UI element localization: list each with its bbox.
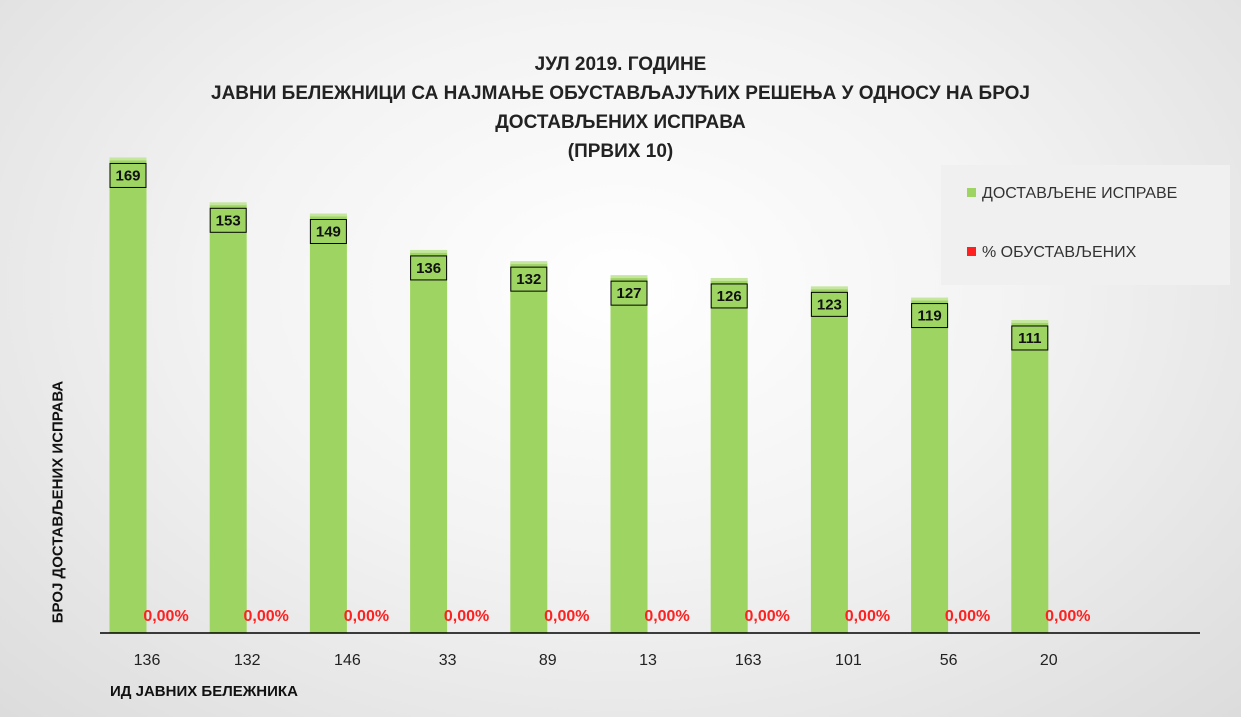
data-label: 126 [717,288,742,305]
bar [610,277,648,633]
bar [1011,321,1049,633]
legend-swatch-suspended [967,247,976,256]
x-tick-label: 89 [539,652,557,669]
bar [410,251,448,634]
chart-legend: ДОСТАВЉЕНЕ ИСПРАВЕ % ОБУСТАВЉЕНИХ [941,165,1230,285]
bar [209,204,247,633]
bar-top [610,275,648,279]
data-label: 132 [516,271,541,288]
bar [510,263,548,633]
data-label-box [911,303,949,329]
x-tick-label: 132 [234,652,261,669]
bar [810,288,848,633]
data-label-box [109,162,147,188]
x-tick-label: 20 [1040,652,1058,669]
bar-top [109,157,147,161]
bar-top [1011,319,1049,323]
chart-title: ЈУЛ 2019. ГОДИНЕ ЈАВНИ БЕЛЕЖНИЦИ СА НАЈМ… [0,50,1241,166]
chart-title-line-4: (ПРВИХ 10) [567,141,674,162]
bar-top [309,213,347,217]
legend-item-suspended: % ОБУСТАВЉЕНИХ [967,244,1136,262]
chart-title-line-3: ДОСТАВЉЕНИХ ИСПРАВА [495,112,746,133]
bar-top [209,202,247,206]
data-label-box [410,255,448,281]
chart-title-line-1: ЈУЛ 2019. ГОДИНЕ [534,54,707,75]
data-label-box [810,291,848,317]
percent-label: 0,00% [444,608,489,625]
data-label-box [209,207,247,233]
x-tick-label: 101 [835,652,862,669]
data-label: 119 [917,308,941,325]
x-tick-label: 163 [735,652,762,669]
percent-label: 0,00% [244,608,289,625]
bar [309,215,347,633]
percent-label: 0,00% [143,608,188,625]
bar-top [810,286,848,290]
legend-label-suspended: % ОБУСТАВЉЕНИХ [982,244,1137,261]
data-label-box [710,283,748,309]
percent-label: 0,00% [344,608,389,625]
percent-label: 0,00% [745,608,790,625]
x-tick-label: 146 [334,652,361,669]
percent-label: 0,00% [1045,608,1090,625]
bar-top [510,261,548,265]
x-tick-label: 13 [639,652,657,669]
data-label: 149 [316,224,341,241]
data-label: 111 [1018,330,1041,347]
legend-swatch-delivered [967,188,976,197]
x-tick-label: 33 [439,652,457,669]
data-label: 123 [817,296,842,313]
x-tick-label: 56 [940,652,958,669]
legend-item-delivered: ДОСТАВЉЕНЕ ИСПРАВЕ [967,185,1177,203]
percent-label: 0,00% [644,608,689,625]
data-label: 136 [416,260,441,277]
data-label-box [610,280,648,306]
bar [911,299,949,633]
legend-label-delivered: ДОСТАВЉЕНЕ ИСПРАВЕ [982,185,1178,202]
data-label-box [510,266,548,292]
chart-title-line-2: ЈАВНИ БЕЛЕЖНИЦИ СА НАЈМАЊЕ ОБУСТАВЉАЈУЋИ… [211,83,1030,104]
percent-label: 0,00% [945,608,990,625]
percent-label: 0,00% [544,608,589,625]
bar-top [410,249,448,253]
bar [710,279,748,633]
percent-label: 0,00% [845,608,890,625]
data-label: 169 [115,167,140,184]
data-label-box [1011,325,1049,351]
bar-top [710,277,748,281]
data-label: 153 [216,212,241,229]
data-label: 127 [616,285,641,302]
x-tick-label: 136 [134,652,161,669]
data-label-box [309,219,347,245]
bar [109,159,147,633]
x-axis-title: ИД ЈАВНИХ БЕЛЕЖНИКА [110,683,298,700]
bar-top [911,297,949,301]
